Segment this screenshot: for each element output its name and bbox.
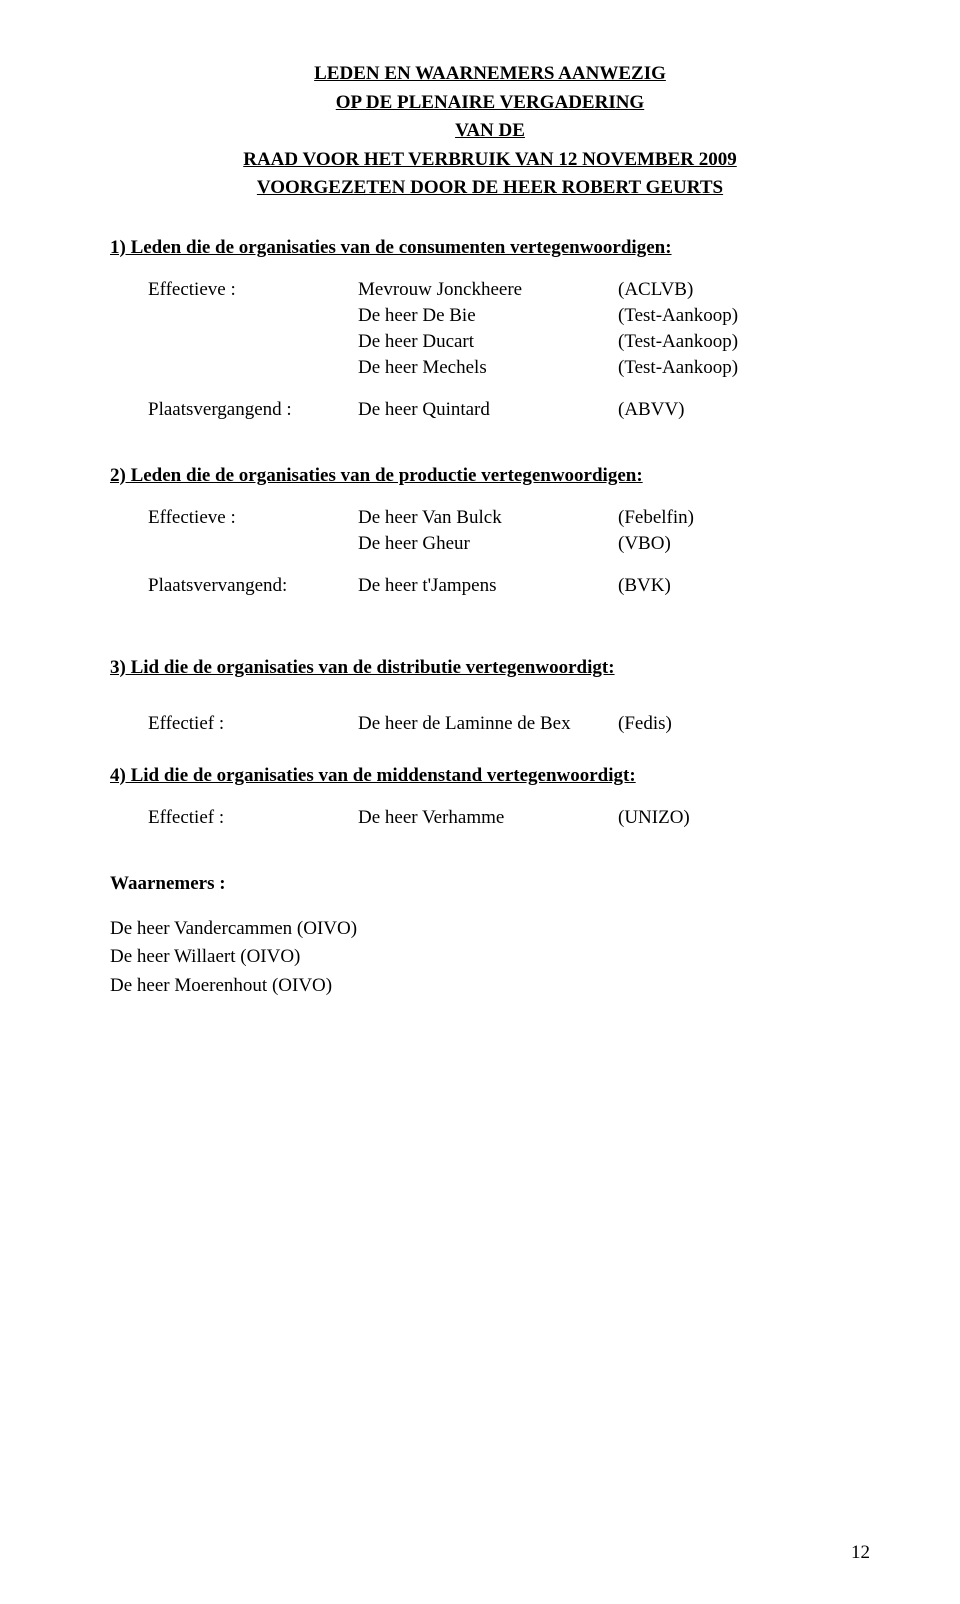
title-line-4: RAAD VOOR HET VERBRUIK VAN 12 NOVEMBER 2… xyxy=(110,146,870,175)
member-name: De heer Verhamme xyxy=(358,805,618,831)
plaats-label: Plaatsvergangend : xyxy=(148,397,358,423)
member-name: De heer Quintard xyxy=(358,397,618,423)
member-name: De heer De Bie xyxy=(358,303,618,329)
title-line-3: VAN DE xyxy=(110,117,870,146)
spacer xyxy=(110,859,870,873)
waarnemers-block: Waarnemers : De heer Vandercammen (OIVO)… xyxy=(110,873,870,1001)
effectieve-label: Effectieve : xyxy=(148,505,358,531)
section-3-heading: 3) Lid die de organisaties van de distri… xyxy=(110,657,870,679)
effectief-label: Effectief : xyxy=(148,711,358,737)
section-4-table: Effectief : De heer Verhamme (UNIZO) xyxy=(148,805,908,831)
title-line-5: VOORGEZETEN DOOR DE HEER ROBERT GEURTS xyxy=(110,174,870,203)
member-name: Mevrouw Jonckheere xyxy=(358,277,618,303)
spacer xyxy=(110,627,870,657)
table-row: De heer Mechels (Test-Aankoop) xyxy=(148,355,908,381)
waarnemer-line: De heer Vandercammen (OIVO) xyxy=(110,915,870,944)
member-name: De heer Ducart xyxy=(358,329,618,355)
empty-cell xyxy=(148,531,358,557)
effectief-label: Effectief : xyxy=(148,805,358,831)
section-3-table: Effectief : De heer de Laminne de Bex (F… xyxy=(148,711,908,737)
member-org: (Test-Aankoop) xyxy=(618,303,908,329)
member-name: De heer Mechels xyxy=(358,355,618,381)
table-row: Effectieve : Mevrouw Jonckheere (ACLVB) xyxy=(148,277,908,303)
table-row: Effectief : De heer Verhamme (UNIZO) xyxy=(148,805,908,831)
section-1-heading: 1) Leden die de organisaties van de cons… xyxy=(110,237,870,259)
plaats-label: Plaatsvervangend: xyxy=(148,573,358,599)
table-row: De heer Ducart (Test-Aankoop) xyxy=(148,329,908,355)
member-name: De heer Gheur xyxy=(358,531,618,557)
document-page: LEDEN EN WAARNEMERS AANWEZIG OP DE PLENA… xyxy=(0,0,960,1604)
waarnemer-line: De heer Willaert (OIVO) xyxy=(110,943,870,972)
section-2-table: Effectieve : De heer Van Bulck (Febelfin… xyxy=(148,505,908,557)
section-2-plaats-table: Plaatsvervangend: De heer t'Jampens (BVK… xyxy=(148,573,908,599)
table-row: Plaatsvergangend : De heer Quintard (ABV… xyxy=(148,397,908,423)
effectieve-label: Effectieve : xyxy=(148,277,358,303)
member-org: (ACLVB) xyxy=(618,277,908,303)
member-org: (ABVV) xyxy=(618,397,908,423)
table-row: De heer Gheur (VBO) xyxy=(148,531,908,557)
title-line-2: OP DE PLENAIRE VERGADERING xyxy=(110,89,870,118)
empty-cell xyxy=(148,329,358,355)
member-name: De heer Van Bulck xyxy=(358,505,618,531)
table-row: Effectieve : De heer Van Bulck (Febelfin… xyxy=(148,505,908,531)
section-1-plaats-table: Plaatsvergangend : De heer Quintard (ABV… xyxy=(148,397,908,423)
member-org: (UNIZO) xyxy=(618,805,908,831)
table-row: De heer De Bie (Test-Aankoop) xyxy=(148,303,908,329)
section-4-heading: 4) Lid die de organisaties van de midden… xyxy=(110,765,870,787)
section-4: 4) Lid die de organisaties van de midden… xyxy=(110,765,870,831)
spacer xyxy=(110,697,870,711)
section-2-heading: 2) Leden die de organisaties van de prod… xyxy=(110,465,870,487)
empty-cell xyxy=(148,355,358,381)
section-2: 2) Leden die de organisaties van de prod… xyxy=(110,465,870,599)
member-org: (Test-Aankoop) xyxy=(618,329,908,355)
member-org: (Febelfin) xyxy=(618,505,908,531)
waarnemers-label: Waarnemers : xyxy=(110,873,870,895)
spacer xyxy=(110,451,870,465)
member-name: De heer de Laminne de Bex xyxy=(358,711,618,737)
member-org: (Test-Aankoop) xyxy=(618,355,908,381)
section-3: 3) Lid die de organisaties van de distri… xyxy=(110,657,870,737)
page-number: 12 xyxy=(851,1542,870,1564)
table-row: Effectief : De heer de Laminne de Bex (F… xyxy=(148,711,908,737)
member-org: (BVK) xyxy=(618,573,908,599)
empty-cell xyxy=(148,303,358,329)
member-org: (Fedis) xyxy=(618,711,908,737)
title-line-1: LEDEN EN WAARNEMERS AANWEZIG xyxy=(110,60,870,89)
section-1: 1) Leden die de organisaties van de cons… xyxy=(110,237,870,423)
section-1-table: Effectieve : Mevrouw Jonckheere (ACLVB) … xyxy=(148,277,908,381)
member-org: (VBO) xyxy=(618,531,908,557)
waarnemer-line: De heer Moerenhout (OIVO) xyxy=(110,972,870,1001)
table-row: Plaatsvervangend: De heer t'Jampens (BVK… xyxy=(148,573,908,599)
member-name: De heer t'Jampens xyxy=(358,573,618,599)
title-block: LEDEN EN WAARNEMERS AANWEZIG OP DE PLENA… xyxy=(110,60,870,203)
